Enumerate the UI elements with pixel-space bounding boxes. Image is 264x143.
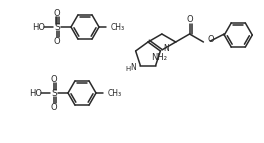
Text: O: O: [51, 103, 57, 112]
Text: HO: HO: [32, 22, 45, 31]
Text: CH₃: CH₃: [108, 89, 122, 98]
Text: S: S: [54, 22, 60, 31]
Text: O: O: [54, 8, 60, 17]
Text: N: N: [131, 63, 136, 72]
Text: HO: HO: [30, 89, 43, 98]
Text: H: H: [125, 65, 130, 72]
Text: S: S: [51, 89, 57, 98]
Text: O: O: [186, 14, 193, 23]
Text: CH₃: CH₃: [111, 22, 125, 31]
Text: N: N: [163, 44, 169, 53]
Text: O: O: [51, 75, 57, 84]
Text: O: O: [54, 36, 60, 45]
Text: NH₂: NH₂: [151, 52, 167, 61]
Text: O: O: [208, 35, 214, 44]
